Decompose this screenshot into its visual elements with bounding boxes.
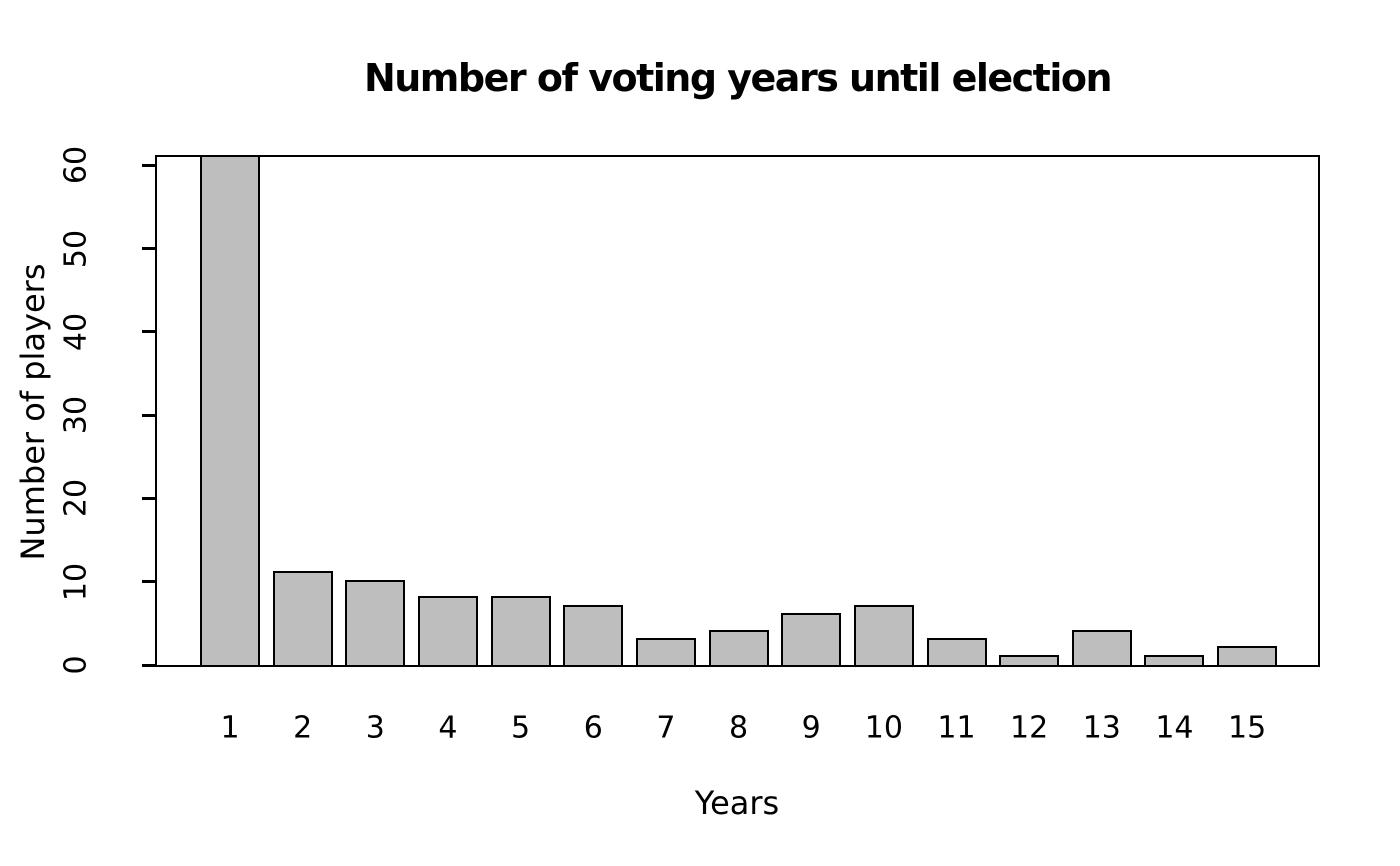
bar-year-10 — [853, 604, 914, 667]
bar-year-8 — [708, 629, 769, 667]
y-tick-label: 50 — [58, 229, 94, 268]
chart-title: Number of voting years until election — [363, 56, 1113, 100]
bar-year-3 — [345, 579, 406, 667]
x-tick-label: 8 — [729, 710, 749, 746]
x-tick-label: 2 — [293, 710, 313, 746]
x-tick-label: 5 — [511, 710, 531, 746]
y-tick — [142, 580, 155, 584]
bar-year-7 — [635, 638, 696, 667]
x-tick-label: 7 — [656, 710, 676, 746]
x-tick-label: 4 — [438, 710, 458, 746]
bar-year-1 — [200, 155, 260, 667]
x-tick-label: 15 — [1228, 710, 1267, 746]
bar-year-13 — [1071, 629, 1132, 667]
bar-year-9 — [781, 613, 842, 667]
y-tick — [142, 330, 155, 334]
bar-year-11 — [926, 638, 987, 667]
x-tick-label: 11 — [937, 710, 976, 746]
x-tick-label: 13 — [1082, 710, 1121, 746]
bar-year-4 — [417, 596, 478, 667]
bar-year-2 — [272, 571, 333, 667]
y-tick-label: 40 — [58, 312, 94, 351]
y-axis-label: Number of players — [14, 263, 52, 561]
y-tick-label: 10 — [58, 562, 94, 601]
y-tick — [142, 163, 155, 167]
y-tick — [142, 496, 155, 500]
bar-year-15 — [1217, 646, 1278, 667]
y-tick-label: 20 — [58, 479, 94, 518]
y-tick-label: 30 — [58, 396, 94, 435]
x-tick-label: 10 — [864, 710, 903, 746]
x-tick-label: 1 — [220, 710, 240, 746]
x-tick-label: 6 — [583, 710, 603, 746]
y-tick-label: 0 — [58, 655, 94, 675]
bar-year-6 — [563, 604, 624, 667]
y-tick — [142, 663, 155, 667]
bar-year-12 — [999, 654, 1060, 667]
bar-year-14 — [1144, 654, 1205, 667]
y-tick — [142, 413, 155, 417]
x-axis-label: Years — [694, 784, 780, 822]
x-tick-label: 14 — [1155, 710, 1194, 746]
y-tick — [142, 247, 155, 251]
y-tick-label: 60 — [58, 146, 94, 185]
x-tick-label: 3 — [365, 710, 385, 746]
x-tick-label: 9 — [801, 710, 821, 746]
x-tick-label: 12 — [1010, 710, 1049, 746]
bar-year-5 — [490, 596, 551, 667]
